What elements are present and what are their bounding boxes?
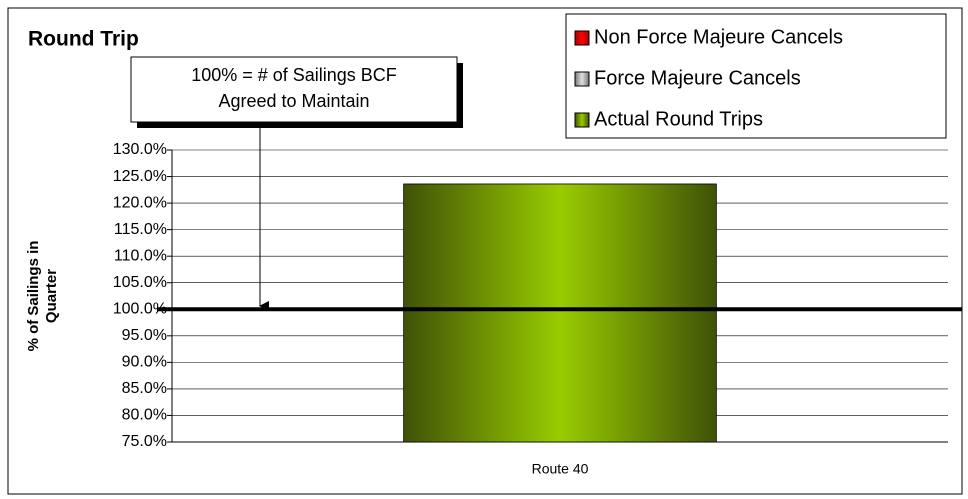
y-axis-label: % of Sailings in <box>25 241 42 352</box>
y-tick-label: 95.0% <box>122 327 167 344</box>
chart-title: Round Trip <box>28 28 139 51</box>
y-tick-label: 120.0% <box>113 194 167 211</box>
annotation-text: Agreed to Maintain <box>218 91 369 111</box>
legend-swatch <box>574 30 590 46</box>
legend <box>565 13 947 139</box>
y-tick-label: 105.0% <box>113 274 167 291</box>
y-tick-label: 125.0% <box>113 168 167 185</box>
y-tick-label: 130.0% <box>113 141 167 158</box>
x-tick-label: Route 40 <box>532 461 589 477</box>
annotation-box <box>130 56 458 123</box>
y-axis-label: Quarter <box>43 269 60 323</box>
y-tick-label: 110.0% <box>114 247 167 264</box>
y-tick-label: 90.0% <box>122 354 167 371</box>
annotation-text: 100% = # of Sailings BCF <box>191 65 397 85</box>
legend-label: Actual Round Trips <box>594 108 763 130</box>
y-tick-label: 75.0% <box>122 433 167 450</box>
y-tick-label: 100.0% <box>113 300 167 317</box>
y-tick-label: 80.0% <box>122 407 167 424</box>
legend-swatch <box>574 71 590 87</box>
y-tick-label: 85.0% <box>122 380 167 397</box>
y-tick-label: 115.0% <box>114 221 167 238</box>
legend-swatch <box>574 112 590 128</box>
bar-segment <box>403 183 717 443</box>
legend-label: Force Majeure Cancels <box>594 67 801 89</box>
legend-label: Non Force Majeure Cancels <box>594 26 843 48</box>
